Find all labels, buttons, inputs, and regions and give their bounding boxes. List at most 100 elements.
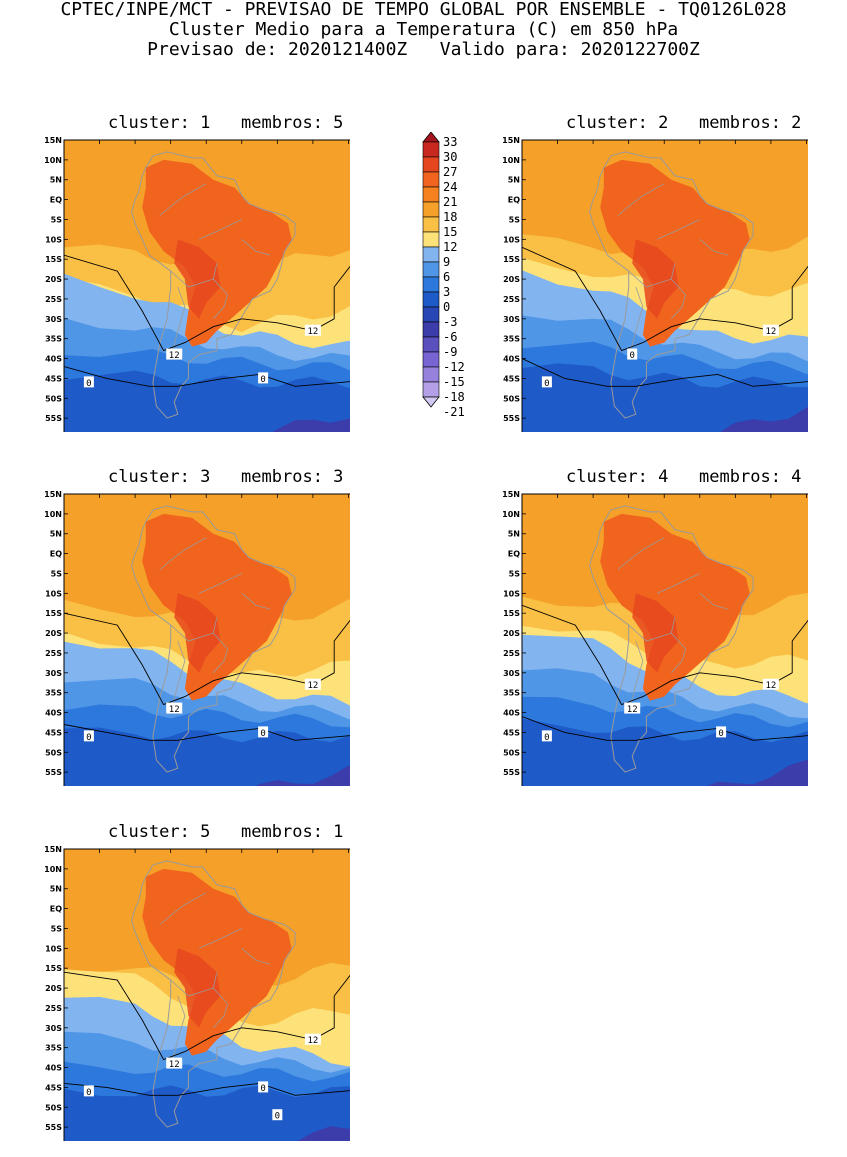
contour-12 (522, 604, 808, 706)
lat-label: 5N (508, 530, 520, 539)
lat-label: 35S (503, 689, 520, 698)
svg-text:0: 0 (718, 729, 723, 739)
colorbar-label: 12 (443, 240, 458, 254)
lat-label: 5S (509, 215, 521, 224)
contour-12 (522, 246, 808, 352)
lat-label: 45S (45, 728, 62, 737)
lat-label: 50S (45, 394, 62, 403)
map-frame (521, 493, 808, 786)
lat-label: EQ (50, 550, 62, 559)
lat-label: EQ (508, 550, 520, 559)
contour-label: 0 (272, 1109, 283, 1122)
panel-title-cluster-5: cluster: 5 membros: 1 (108, 822, 344, 842)
colorbar-swatch (422, 351, 440, 368)
contour-12 (64, 971, 350, 1061)
colorbar-swatch (422, 246, 440, 263)
colorbar-label: 24 (443, 180, 458, 194)
lat-label: 40S (45, 709, 62, 718)
temperature-band (64, 727, 350, 786)
map-frame (521, 139, 808, 432)
svg-text:0: 0 (86, 1088, 91, 1098)
lat-label: 25S (45, 295, 62, 304)
coastline (589, 151, 754, 419)
lat-label: 20S (45, 275, 62, 284)
hot-region (174, 948, 221, 1028)
svg-text:0: 0 (544, 733, 549, 743)
lat-label: EQ (50, 196, 62, 205)
svg-text:0: 0 (260, 729, 265, 739)
map-field: 12 0 0 (522, 140, 808, 432)
map-field: 12 12 0 0 0 (64, 849, 350, 1141)
temperature-band (522, 363, 808, 432)
lat-label: 15N (44, 136, 62, 145)
lat-label: 5S (51, 215, 63, 224)
svg-text:12: 12 (307, 681, 318, 691)
lat-label: 25S (503, 295, 520, 304)
lat-label: 35S (45, 335, 62, 344)
lat-label: 20S (503, 275, 520, 284)
colorbar-swatch (422, 186, 440, 203)
colorbar-swatch (422, 336, 440, 353)
colorbar-top-arrow (422, 132, 440, 143)
political-border (671, 632, 687, 674)
lat-label: 25S (45, 649, 62, 658)
contour-label: 0 (541, 730, 552, 743)
svg-text:0: 0 (86, 379, 91, 389)
warm-region (142, 513, 292, 701)
colorbar-bottom-arrow (422, 396, 440, 408)
political-border (628, 617, 676, 642)
svg-text:12: 12 (169, 1060, 180, 1070)
contour-label: 0 (541, 376, 552, 389)
lat-label: 10S (503, 589, 520, 598)
lat-label: 30S (45, 315, 62, 324)
temperature-band (707, 759, 808, 786)
temperature-band (272, 417, 350, 432)
svg-text:12: 12 (169, 351, 180, 361)
colorbar-swatch (422, 366, 440, 383)
political-border (170, 995, 186, 1068)
lat-label: 55S (45, 414, 62, 423)
colorbar-label: 3 (443, 285, 451, 299)
lat-label: 20S (45, 984, 62, 993)
contour-0 (64, 1082, 350, 1096)
panel-title-cluster-1: cluster: 1 membros: 5 (108, 113, 344, 133)
lat-label: 55S (45, 1123, 62, 1132)
contour-label: 0 (716, 726, 727, 739)
svg-text:0: 0 (260, 1084, 265, 1094)
lat-label: 10N (502, 510, 520, 519)
lat-label: 15N (502, 490, 520, 499)
political-border (628, 286, 644, 359)
svg-text:12: 12 (307, 327, 318, 337)
political-border (170, 640, 186, 713)
political-border (170, 617, 218, 642)
lat-label: 30S (503, 315, 520, 324)
contour-label: 12 (304, 324, 321, 337)
lat-label: 5N (50, 530, 62, 539)
temperature-band (256, 765, 350, 786)
lat-label: 5S (51, 924, 63, 933)
colorbar-label: 27 (443, 165, 458, 179)
colorbar-label: 30 (443, 150, 458, 164)
colorbar-label: 33 (443, 135, 458, 149)
political-border (159, 537, 207, 570)
hot-region (632, 239, 679, 319)
map-cluster-4: 12 12 0 0 15N 10N 5N EQ 5S 10S 15S 20S 25S 30S 35S 40S 4… (502, 490, 808, 786)
political-border (170, 286, 186, 359)
political-border (628, 263, 676, 288)
temperature-band (720, 406, 808, 432)
political-border (159, 892, 207, 925)
lat-label: 40S (45, 1064, 62, 1073)
lat-label: 50S (45, 748, 62, 757)
map-field: 12 12 0 0 (64, 494, 350, 786)
figure-title-line1: CPTEC/INPE/MCT - PREVISAO DE TEMPO GLOBA… (60, 0, 787, 20)
colorbar-label: -18 (443, 390, 465, 404)
warm-region (142, 868, 292, 1056)
colorbar-label: 15 (443, 225, 458, 239)
colorbar-swatch (422, 321, 440, 338)
contour-label: 0 (258, 1081, 269, 1094)
colorbar-swatch (422, 276, 440, 293)
political-border (159, 183, 207, 216)
coastline (131, 151, 296, 419)
political-border (198, 928, 242, 949)
lat-label: EQ (50, 905, 62, 914)
